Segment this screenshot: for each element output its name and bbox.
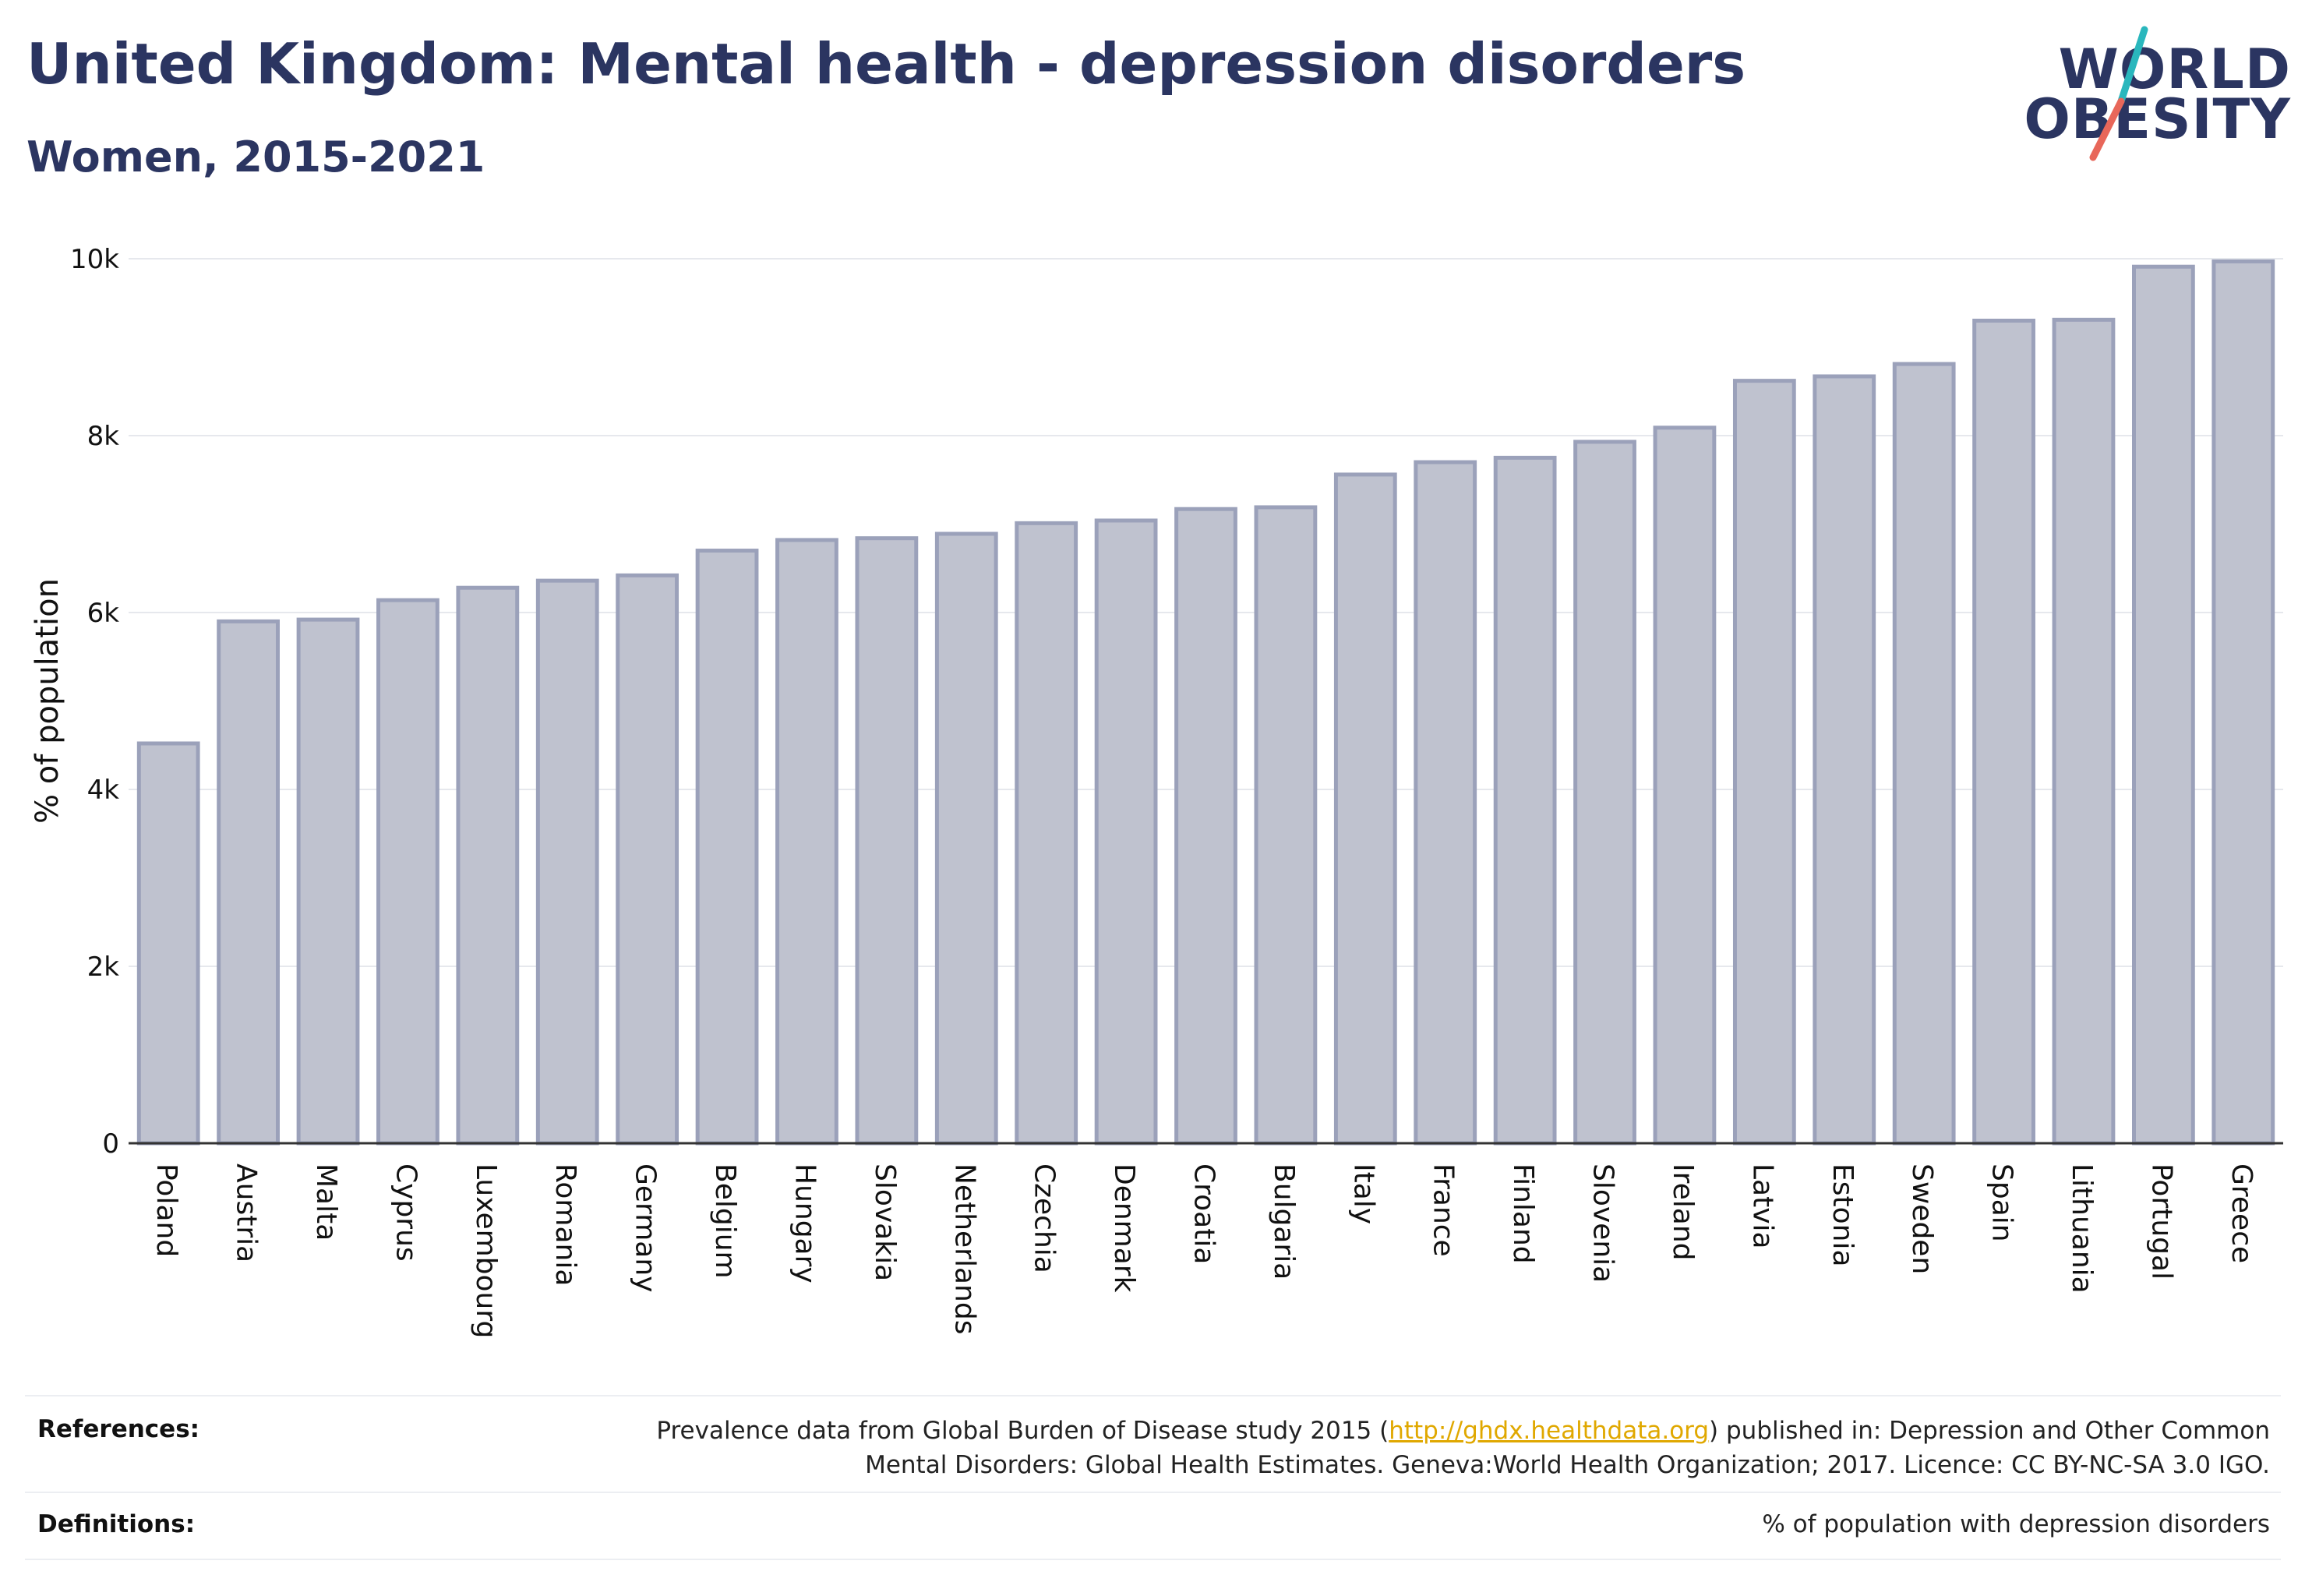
bar: [1414, 460, 1477, 1146]
logo-line-2: OBESITY: [2024, 87, 2291, 151]
bar: [2052, 317, 2116, 1146]
bar: [1174, 507, 1237, 1146]
references-link[interactable]: http://ghdx.healthdata.org: [1389, 1417, 1710, 1445]
x-tick-label: Malta: [310, 1163, 342, 1241]
y-tick-label: 0: [102, 1128, 119, 1160]
bar: [1653, 425, 1717, 1146]
bar: [1015, 521, 1078, 1146]
x-tick-label: Luxembourg: [470, 1163, 502, 1338]
x-tick-label: Spain: [1986, 1163, 2018, 1242]
x-tick-label: Italy: [1347, 1163, 1379, 1224]
bar: [376, 598, 439, 1146]
bar-chart: 0 2k 4k 6k 8k 10k % of population Poland Austria…: [30, 244, 2283, 1338]
x-tick-label: Croatia: [1188, 1163, 1220, 1264]
x-tick-label: Ireland: [1667, 1163, 1699, 1261]
x-tick-label: Portugal: [2145, 1163, 2177, 1280]
references-row: References: Prevalence data from Global …: [25, 1395, 2281, 1493]
x-tick-label: Lithuania: [2066, 1163, 2098, 1294]
y-tick-label: 6k: [87, 598, 120, 629]
references-text: Prevalence data from Global Burden of Di…: [656, 1414, 2270, 1482]
x-tick-label: Belgium: [709, 1163, 741, 1279]
chart-title: United Kingdom: Mental health - depressi…: [26, 31, 1746, 97]
bar: [855, 536, 919, 1146]
bar: [136, 741, 200, 1146]
world-obesity-logo: WORLD OBESITY: [2024, 23, 2291, 164]
bar: [1493, 455, 1557, 1146]
bar: [2131, 264, 2195, 1146]
bar: [2211, 259, 2275, 1146]
x-tick-label: France: [1428, 1163, 1460, 1257]
bar: [1333, 472, 1397, 1146]
bar: [217, 619, 281, 1146]
references-text-post: ) published in: Depression and Other Com…: [1709, 1417, 2270, 1445]
x-tick-label: Austria: [231, 1163, 263, 1262]
x-tick-label: Greece: [2226, 1163, 2257, 1263]
x-tick-label: Hungary: [789, 1163, 821, 1284]
x-tick-label: Latvia: [1746, 1163, 1778, 1249]
x-tick-label: Czechia: [1029, 1163, 1061, 1273]
x-tick-label: Bulgaria: [1268, 1163, 1300, 1280]
bar: [775, 538, 838, 1146]
x-tick-label: Estonia: [1827, 1163, 1858, 1267]
x-tick-label: Cyprus: [390, 1163, 422, 1262]
bar: [456, 585, 520, 1146]
definitions-row: Definitions: % of population with depres…: [25, 1492, 2281, 1560]
references-text-pre: Prevalence data from Global Burden of Di…: [656, 1417, 1389, 1445]
x-tick-label: Romania: [549, 1163, 581, 1286]
definitions-text: % of population with depression disorder…: [1762, 1510, 2270, 1538]
bar: [695, 549, 759, 1146]
y-tick-label: 2k: [87, 952, 120, 983]
bar: [1573, 440, 1636, 1146]
logo-slash-icon: [2089, 26, 2148, 161]
y-axis-label: % of population: [30, 578, 65, 824]
references-label: References:: [37, 1415, 200, 1443]
x-tick-label: Slovakia: [869, 1163, 901, 1281]
x-tick-label: Germany: [630, 1163, 662, 1292]
bar: [296, 617, 360, 1146]
y-tick-label: 10k: [70, 244, 119, 275]
y-tick-label: 4k: [87, 775, 120, 806]
bar: [1254, 505, 1318, 1146]
x-tick-label: Netherlands: [948, 1163, 980, 1334]
bar: [934, 531, 998, 1146]
chart-subtitle: Women, 2015-2021: [26, 132, 485, 182]
references-text-line2: Mental Disorders: Global Health Estimate…: [865, 1451, 2270, 1479]
bar: [1813, 374, 1876, 1146]
x-tick-label: Slovenia: [1587, 1163, 1619, 1283]
bar: [1972, 318, 2035, 1146]
logo-line-1: WORLD: [2058, 37, 2291, 101]
bar: [535, 578, 599, 1146]
x-tick-label: Denmark: [1108, 1163, 1140, 1293]
bar: [1892, 362, 1956, 1146]
x-tick-label: Finland: [1507, 1163, 1539, 1264]
bar: [1732, 379, 1796, 1146]
x-tick-label: Poland: [150, 1163, 182, 1257]
bar: [616, 573, 679, 1146]
x-tick-label: Sweden: [1906, 1163, 1938, 1274]
bar: [1094, 518, 1158, 1146]
y-tick-label: 8k: [87, 421, 120, 452]
definitions-label: Definitions:: [37, 1510, 196, 1538]
